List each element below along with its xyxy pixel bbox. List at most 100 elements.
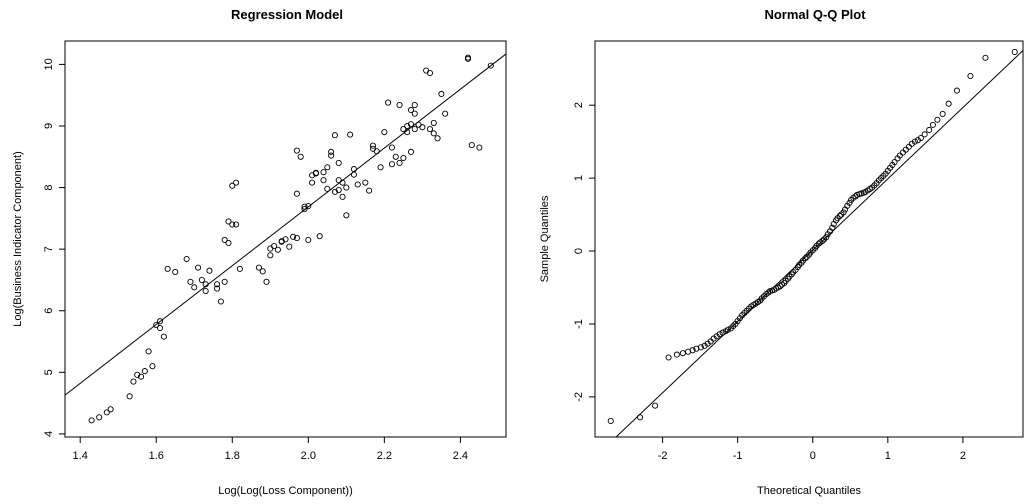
regression-data-point <box>160 333 167 340</box>
regression-data-point <box>149 363 156 370</box>
qq-x-tick-label: 2 <box>960 450 966 462</box>
qq-data-point <box>899 149 906 156</box>
regression-line <box>65 53 506 396</box>
regression-data-point <box>476 144 483 151</box>
regression-data-point <box>415 121 422 128</box>
regression-data-point <box>274 246 281 253</box>
regression-x-axis-label: Log(Log(Loss Component)) <box>218 485 353 497</box>
regression-y-tick-label: 10 <box>43 58 55 70</box>
qq-y-tick-label: -2 <box>573 392 585 402</box>
regression-data-point <box>347 131 354 138</box>
qq-y-axis-label: Sample Quantiles <box>539 195 551 282</box>
regression-data-point <box>438 90 445 98</box>
qq-data-point <box>823 234 830 241</box>
regression-data-point <box>411 126 418 133</box>
regression-data-point <box>297 153 304 160</box>
regression-data-point <box>324 185 331 192</box>
regression-data-point <box>404 122 411 130</box>
regression-data-point <box>214 285 221 292</box>
regression-data-point <box>221 278 228 285</box>
regression-data-point <box>350 171 357 178</box>
regression-data-point <box>263 278 270 285</box>
regression-data-point <box>339 193 346 200</box>
qq-data-point <box>724 326 731 333</box>
regression-data-point <box>126 393 133 400</box>
regression-data-point <box>430 119 437 126</box>
regression-data-point <box>301 203 308 210</box>
regression-data-point <box>316 233 323 240</box>
regression-data-point <box>419 124 426 131</box>
qq-reference-line <box>615 50 1023 437</box>
regression-data-point <box>96 414 103 421</box>
regression-x-tick-label: 2.0 <box>301 450 316 462</box>
qq-data-point <box>697 344 704 351</box>
regression-plot-frame <box>64 40 507 438</box>
regression-data-point <box>423 67 430 74</box>
regression-data-point <box>206 267 213 274</box>
regression-y-tick-label: 9 <box>43 123 55 129</box>
qq-data-point <box>829 224 836 231</box>
qq-data-point <box>689 347 696 354</box>
regression-data-point <box>400 126 407 133</box>
regression-data-point <box>225 218 232 225</box>
regression-data-point <box>487 62 494 69</box>
regression-data-point <box>134 371 141 378</box>
qq-data-point <box>939 110 946 117</box>
regression-data-point <box>221 236 228 243</box>
regression-data-point <box>396 101 403 109</box>
qq-data-point <box>777 282 784 290</box>
qq-data-point <box>836 212 843 220</box>
regression-data-point <box>388 144 395 151</box>
regression-data-point <box>187 278 194 285</box>
regression-x-tick-label: 2.2 <box>377 450 392 462</box>
qq-x-tick-label: 0 <box>810 450 816 462</box>
regression-data-point <box>388 161 395 168</box>
qq-y-tick-label: 2 <box>573 102 585 108</box>
qq-data-point <box>815 240 822 247</box>
qq-data-point <box>652 402 659 409</box>
regression-data-point <box>267 252 274 259</box>
regression-data-point <box>366 187 373 194</box>
qq-y-tick-label: 0 <box>573 248 585 254</box>
qq-data-point <box>802 255 809 262</box>
qq-data-point <box>902 146 909 153</box>
regression-data-point <box>442 110 449 117</box>
regression-data-point <box>354 181 361 188</box>
regression-data-point <box>271 243 278 250</box>
regression-x-tick-label: 1.6 <box>149 450 164 462</box>
regression-data-point <box>153 321 160 328</box>
regression-data-point <box>255 264 262 271</box>
qq-data-point <box>967 72 974 80</box>
qq-plot-frame <box>594 40 1024 438</box>
qq-x-axis-label: Theoretical Quantiles <box>757 485 861 497</box>
regression-y-tick-label: 8 <box>43 185 55 191</box>
regression-data-point <box>202 287 209 295</box>
regression-data-point <box>328 152 335 159</box>
regression-data-point <box>259 268 266 275</box>
qq-panel: Normal Q-Q Plot -2 -1 0 1 2 -2 -1 0 1 2 Theoretical… <box>539 7 1024 497</box>
regression-data-point <box>411 110 418 117</box>
regression-data-point <box>293 147 300 154</box>
regression-data-point <box>141 368 148 375</box>
qq-x-tick-label: -2 <box>658 450 668 462</box>
regression-data-point <box>293 190 300 197</box>
regression-data-point <box>385 99 392 106</box>
regression-data-point <box>343 212 350 219</box>
regression-data-point <box>331 132 338 139</box>
regression-data-point <box>434 135 441 142</box>
regression-data-point <box>225 239 232 247</box>
regression-data-point <box>229 221 236 228</box>
regression-data-point <box>320 177 327 184</box>
regression-data-point <box>156 324 164 332</box>
qq-data-point <box>926 126 933 134</box>
qq-data-point <box>921 131 928 138</box>
regression-data-point <box>350 166 357 173</box>
regression-data-point <box>309 179 316 186</box>
qq-data-point <box>679 350 686 357</box>
regression-data-point <box>339 179 346 186</box>
qq-data-point <box>934 116 941 123</box>
regression-data-point <box>172 268 179 275</box>
regression-data-point <box>88 417 95 424</box>
regression-data-point <box>229 182 236 189</box>
